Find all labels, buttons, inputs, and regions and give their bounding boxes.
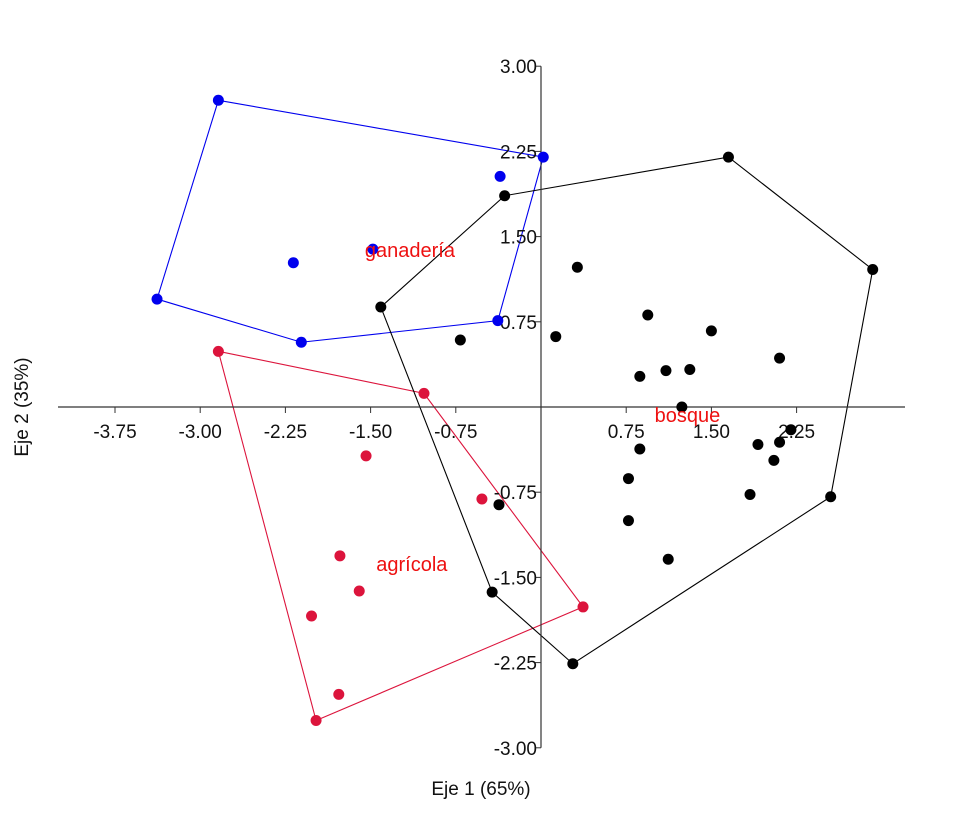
point-bosque [774, 436, 786, 448]
point-agricola [577, 601, 589, 613]
point-bosque [768, 454, 780, 466]
group-label-ganaderia: ganadería [365, 240, 456, 262]
point-bosque [660, 365, 672, 377]
point-bosque [567, 658, 579, 670]
point-ganaderia [494, 170, 506, 182]
point-agricola [333, 688, 345, 700]
point-bosque [825, 491, 837, 503]
x-tick-label: -0.75 [434, 422, 477, 443]
point-bosque [499, 190, 511, 202]
y-tick-label: 2.25 [500, 142, 537, 163]
point-bosque [752, 438, 764, 450]
point-bosque [550, 331, 562, 343]
point-bosque [634, 370, 646, 382]
group-label-agricola: agrícola [376, 554, 448, 576]
x-tick-label: -3.75 [93, 422, 136, 443]
x-tick-label: -3.00 [179, 422, 222, 443]
y-tick-label: 3.00 [500, 57, 537, 78]
point-bosque [454, 334, 466, 346]
point-agricola [334, 550, 346, 562]
x-tick-label: -1.50 [349, 422, 392, 443]
point-bosque [744, 488, 756, 500]
point-bosque [705, 325, 717, 337]
point-bosque [662, 553, 674, 565]
group-labels: ganadería agrícola bosque [365, 240, 720, 576]
point-ganaderia [295, 336, 307, 348]
point-ganaderia [151, 293, 163, 305]
point-bosque [642, 309, 654, 321]
point-bosque [684, 364, 696, 376]
x-tick-label: 0.75 [608, 422, 645, 443]
point-agricola [476, 493, 488, 505]
point-agricola [418, 387, 430, 399]
point-bosque [622, 473, 634, 485]
x-axis-title: Eje 1 (65%) [431, 779, 530, 800]
point-bosque [722, 151, 734, 163]
point-bosque [867, 264, 879, 276]
x-tick-label: -2.25 [264, 422, 307, 443]
y-tick-label: 1.50 [500, 228, 537, 249]
point-ganaderia [537, 151, 549, 163]
data-points [151, 94, 879, 727]
point-agricola [306, 610, 318, 622]
convex-hulls [156, 99, 874, 722]
y-axis-title: Eje 2 (35%) [12, 357, 33, 456]
point-bosque [571, 261, 583, 273]
tick-labels: -3.75 -3.00 -2.25 -1.50 -0.75 0.75 1.50 2.25 3.0… [93, 57, 815, 760]
y-tick-label: -1.50 [494, 568, 537, 589]
point-bosque [785, 424, 797, 436]
point-agricola [360, 450, 372, 462]
y-tick-label: -2.25 [494, 654, 537, 675]
point-bosque [774, 352, 786, 364]
y-tick-label: -0.75 [494, 483, 537, 504]
x-tick-label: 1.50 [693, 422, 730, 443]
point-bosque [634, 443, 646, 455]
point-agricola [212, 345, 224, 357]
y-tick-label: 0.75 [500, 313, 537, 334]
point-bosque [493, 499, 505, 511]
point-ganaderia [492, 315, 504, 327]
point-bosque [676, 401, 688, 413]
group-label-bosque: bosque [655, 405, 721, 427]
axes [58, 65, 905, 749]
hull-bosque [380, 156, 874, 665]
point-bosque [375, 301, 387, 313]
point-bosque [486, 586, 498, 598]
hull-ganaderia [156, 99, 544, 343]
point-bosque [622, 515, 634, 527]
point-agricola [353, 585, 365, 597]
point-ganaderia [367, 243, 379, 255]
point-ganaderia [287, 257, 299, 269]
point-ganaderia [212, 94, 224, 106]
point-agricola [310, 715, 322, 727]
y-tick-label: -3.00 [494, 739, 537, 760]
